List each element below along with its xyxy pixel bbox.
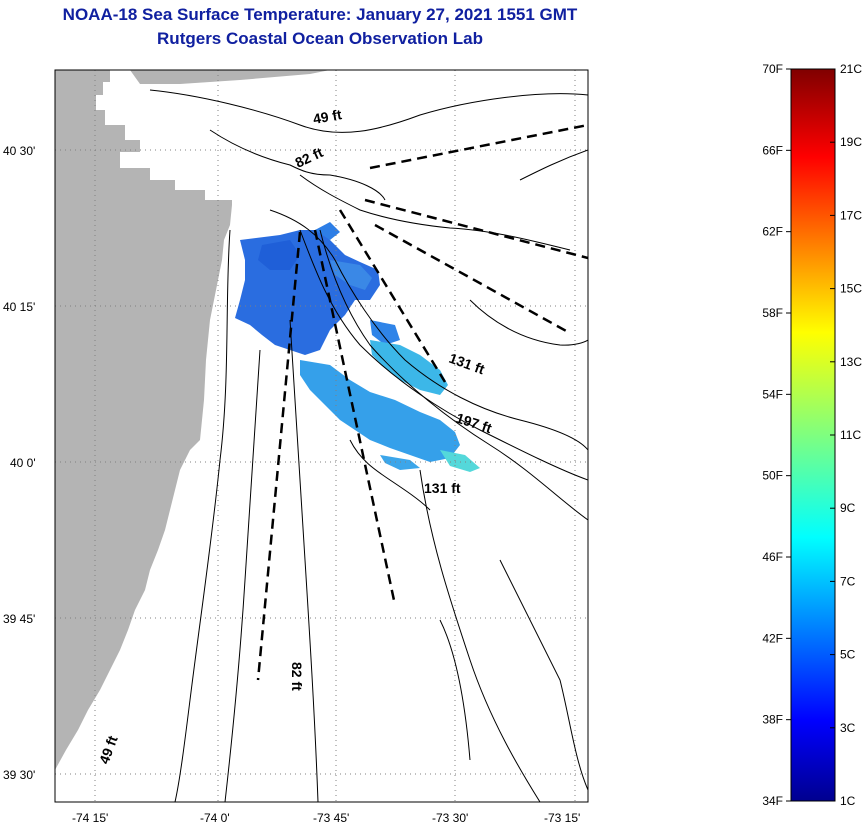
colorbar-c-label: 17C bbox=[840, 208, 862, 222]
land-new-jersey bbox=[55, 70, 232, 770]
latitude-axis: 40 30' 40 15' 40 0' 39 45' 39 30' bbox=[3, 144, 36, 782]
lat-label: 40 15' bbox=[3, 300, 35, 314]
colorbar-f-label: 42F bbox=[762, 631, 783, 645]
depth-label-49ft-south: 49 ft bbox=[96, 733, 121, 766]
colorbar-f-label: 46F bbox=[762, 550, 783, 564]
lon-label: -73 15' bbox=[544, 811, 580, 825]
lat-label: 39 30' bbox=[3, 768, 35, 782]
graticule bbox=[55, 70, 588, 802]
depth-label-82ft-south: 82 ft bbox=[289, 662, 305, 691]
colorbar-f-label: 50F bbox=[762, 469, 783, 483]
depth-contours bbox=[149, 89, 588, 802]
colorbar-c-label: 15C bbox=[840, 282, 862, 296]
colorbar-f-label: 58F bbox=[762, 306, 783, 320]
colorbar-c-label: 11C bbox=[840, 428, 861, 442]
map-title: NOAA-18 Sea Surface Temperature: January… bbox=[62, 5, 578, 24]
colorbar-c-label: 21C bbox=[840, 62, 862, 76]
depth-label-131ft-south: 131 ft bbox=[424, 480, 461, 496]
colorbar-c-label: 1C bbox=[840, 794, 856, 808]
lon-label: -74 0' bbox=[200, 811, 230, 825]
colorbar-c-label: 3C bbox=[840, 721, 856, 735]
colorbar-gradient bbox=[790, 68, 836, 802]
dashed-track-lines bbox=[256, 123, 588, 681]
map-subtitle: Rutgers Coastal Ocean Observation Lab bbox=[157, 29, 483, 48]
lat-label: 39 45' bbox=[3, 612, 35, 626]
colorbar-c-label: 7C bbox=[840, 574, 856, 588]
colorbar-c-label: 19C bbox=[840, 135, 862, 149]
map-frame bbox=[54, 69, 589, 803]
depth-label-131ft-east: 131 ft bbox=[447, 350, 487, 378]
colorbar: 70F 66F 62F 58F 54F 50F 46F 42F 38F 34F 21C 19C 17C… bbox=[762, 62, 862, 808]
lat-label: 40 30' bbox=[3, 144, 35, 158]
colorbar-c-label: 13C bbox=[840, 355, 862, 369]
colorbar-f-label: 66F bbox=[762, 143, 783, 157]
colorbar-f-label: 34F bbox=[762, 794, 783, 808]
depth-label-197ft: 197 ft bbox=[454, 410, 494, 437]
lon-label: -73 45' bbox=[313, 811, 349, 825]
lon-label: -74 15' bbox=[72, 811, 108, 825]
depth-label-82ft-north: 82 ft bbox=[293, 144, 326, 171]
lat-label: 40 0' bbox=[10, 456, 36, 470]
colorbar-f-label: 62F bbox=[762, 225, 783, 239]
colorbar-c-label: 5C bbox=[840, 648, 856, 662]
lon-label: -73 30' bbox=[432, 811, 468, 825]
land-long-island bbox=[130, 70, 330, 84]
colorbar-f-label: 38F bbox=[762, 713, 783, 727]
longitude-axis: -74 15' -74 0' -73 45' -73 30' -73 15' bbox=[72, 811, 580, 825]
depth-label-49ft-north: 49 ft bbox=[312, 106, 343, 127]
colorbar-f-label: 70F bbox=[762, 62, 783, 76]
colorbar-c-label: 9C bbox=[840, 501, 856, 515]
colorbar-f-label: 54F bbox=[762, 387, 783, 401]
